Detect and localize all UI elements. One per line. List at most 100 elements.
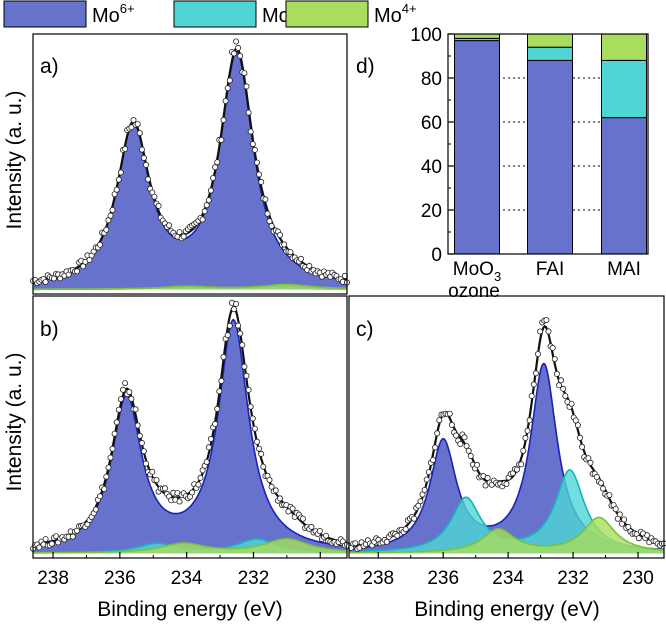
panel-d-bar-moo-mo4plus — [454, 33, 500, 39]
panel-c-data-point — [526, 417, 533, 424]
panel-d-category-label: FAI — [536, 259, 565, 280]
panel-b-data-point — [212, 420, 219, 427]
panel-c-data-point — [577, 434, 584, 441]
panel-b-mo4plus-line — [33, 537, 348, 554]
panel-a-data-point — [107, 212, 114, 219]
panel-d-category-label: MAI — [607, 259, 641, 280]
panel-c-mo6plus-area — [349, 363, 664, 554]
panel-c-data-point — [518, 461, 525, 468]
panel-c-data-point — [528, 392, 535, 399]
panel-b-data-point — [249, 415, 256, 422]
panel-c-envelope — [348, 325, 665, 548]
panel-b-data-point — [214, 405, 221, 412]
panel-d-ytick-label: 60 — [421, 113, 442, 134]
panel-a-data-point — [138, 146, 145, 153]
panel-a-data-point — [142, 161, 149, 168]
panel-a-data-point — [297, 255, 304, 262]
panel-c-data-point — [553, 370, 560, 377]
panel-b-data-point — [308, 523, 315, 530]
panel-a-data-point — [140, 154, 147, 161]
panel-b-data-point — [134, 422, 141, 429]
panel-c-data-point — [432, 444, 439, 451]
panel-b-data-point — [117, 396, 124, 403]
panel-d-bar-mai-mo5plus — [601, 59, 647, 119]
panel-a-data-point — [214, 159, 221, 166]
panel-c-data-point — [579, 443, 586, 450]
panel-c-data-point — [535, 350, 542, 357]
panel-a-data-point — [264, 210, 271, 217]
panel-b-data-point — [113, 419, 120, 426]
panel-b-data-point — [260, 463, 267, 470]
panel-c-data-point — [635, 535, 642, 542]
panel-b-mo6plus-area — [33, 319, 347, 554]
panel-c-data-point — [352, 540, 359, 547]
panel-d-category-label-line2: ozone — [448, 281, 500, 302]
panel-b-data-point — [203, 458, 210, 465]
panel-b-data-point — [316, 528, 323, 535]
panel-b-data-point — [251, 425, 258, 432]
panel-a-data-point — [237, 53, 244, 60]
panel-d-ytick-label: 80 — [421, 69, 442, 90]
panel-b-data-point — [69, 533, 76, 540]
panel-b-data-point — [237, 330, 244, 337]
panel-d-bar-fai-mo5plus — [527, 46, 573, 61]
panel-a-data-point — [212, 164, 219, 171]
panel-b-data-point — [233, 300, 240, 307]
panel-b-xtick-label: 238 — [37, 568, 69, 589]
y-axis-title-bottom: Intensity (a. u.) — [3, 353, 26, 492]
panel-c-data-point — [543, 316, 550, 323]
legend: Mo6+ Mo5+ Mo4+ — [3, 0, 417, 28]
legend-label-mo6: Mo6+ — [92, 1, 135, 27]
panel-c-data-point — [402, 526, 409, 533]
panel-a-data-point — [136, 130, 143, 137]
panel-a-data-point — [180, 233, 187, 240]
panel-a-data-point — [74, 268, 81, 275]
panel-b-data-point — [142, 460, 149, 467]
panel-b-data-point — [115, 406, 122, 413]
panel-b-data-point — [120, 386, 127, 393]
panel-c-data-point — [616, 511, 623, 518]
panel-a-data-point — [97, 241, 104, 248]
panel-a-data-point — [241, 70, 248, 77]
panel-b-data-point — [149, 468, 156, 475]
panel-c-data-point — [514, 466, 521, 473]
panel-a-data-point — [266, 218, 273, 225]
panel-b-data-point — [109, 445, 116, 452]
panel-b-data-point — [48, 540, 55, 547]
panel-a-data-point — [42, 278, 49, 285]
panel-a-data-point — [109, 206, 116, 213]
panel-b-data-point — [243, 372, 250, 379]
panel-b-data-point — [247, 403, 254, 410]
y-axis-title-top: Intensity (a. u.) — [3, 91, 26, 230]
panel-c-data-point — [574, 422, 581, 429]
panel-b-data-point — [107, 454, 114, 461]
panel-c-data-point — [530, 381, 537, 388]
panel-a-data-point — [205, 197, 212, 204]
panel-b-data-point — [197, 474, 204, 481]
panel-b-xtick-label: 232 — [238, 568, 270, 589]
panel-b-xtick-label: 234 — [171, 568, 203, 589]
panel-b-data-point — [140, 448, 147, 455]
panel-a-data-point — [199, 216, 206, 223]
panel-a-data-point — [134, 121, 141, 128]
panel-b-data-point — [218, 377, 225, 384]
panel-c-data-point — [394, 532, 401, 539]
panel-c-data-point — [453, 432, 460, 439]
panel-c-data-point — [465, 447, 472, 454]
panel-b-data-point — [101, 485, 108, 492]
panel-c-data-point — [417, 498, 424, 505]
panel-a-data-point — [145, 176, 152, 183]
panel-a-data-point — [245, 109, 252, 116]
panel-d-bar-moo-mo6plus — [454, 40, 500, 255]
panel-d-ytick-label: 0 — [431, 245, 442, 266]
panel-a-mo6plus-area — [33, 51, 347, 290]
panel-a-data-point — [201, 208, 208, 215]
panel-b-data-point — [105, 464, 112, 471]
panel-label-d: d) — [356, 55, 375, 78]
panel-a-data-point — [233, 38, 240, 45]
panel-c-data-point — [560, 385, 567, 392]
panel-c-data-point — [474, 461, 481, 468]
panel-b-data-point — [220, 353, 227, 360]
panel-a-data-point — [251, 146, 258, 153]
panel-d-bar-fai-mo6plus — [527, 59, 573, 255]
